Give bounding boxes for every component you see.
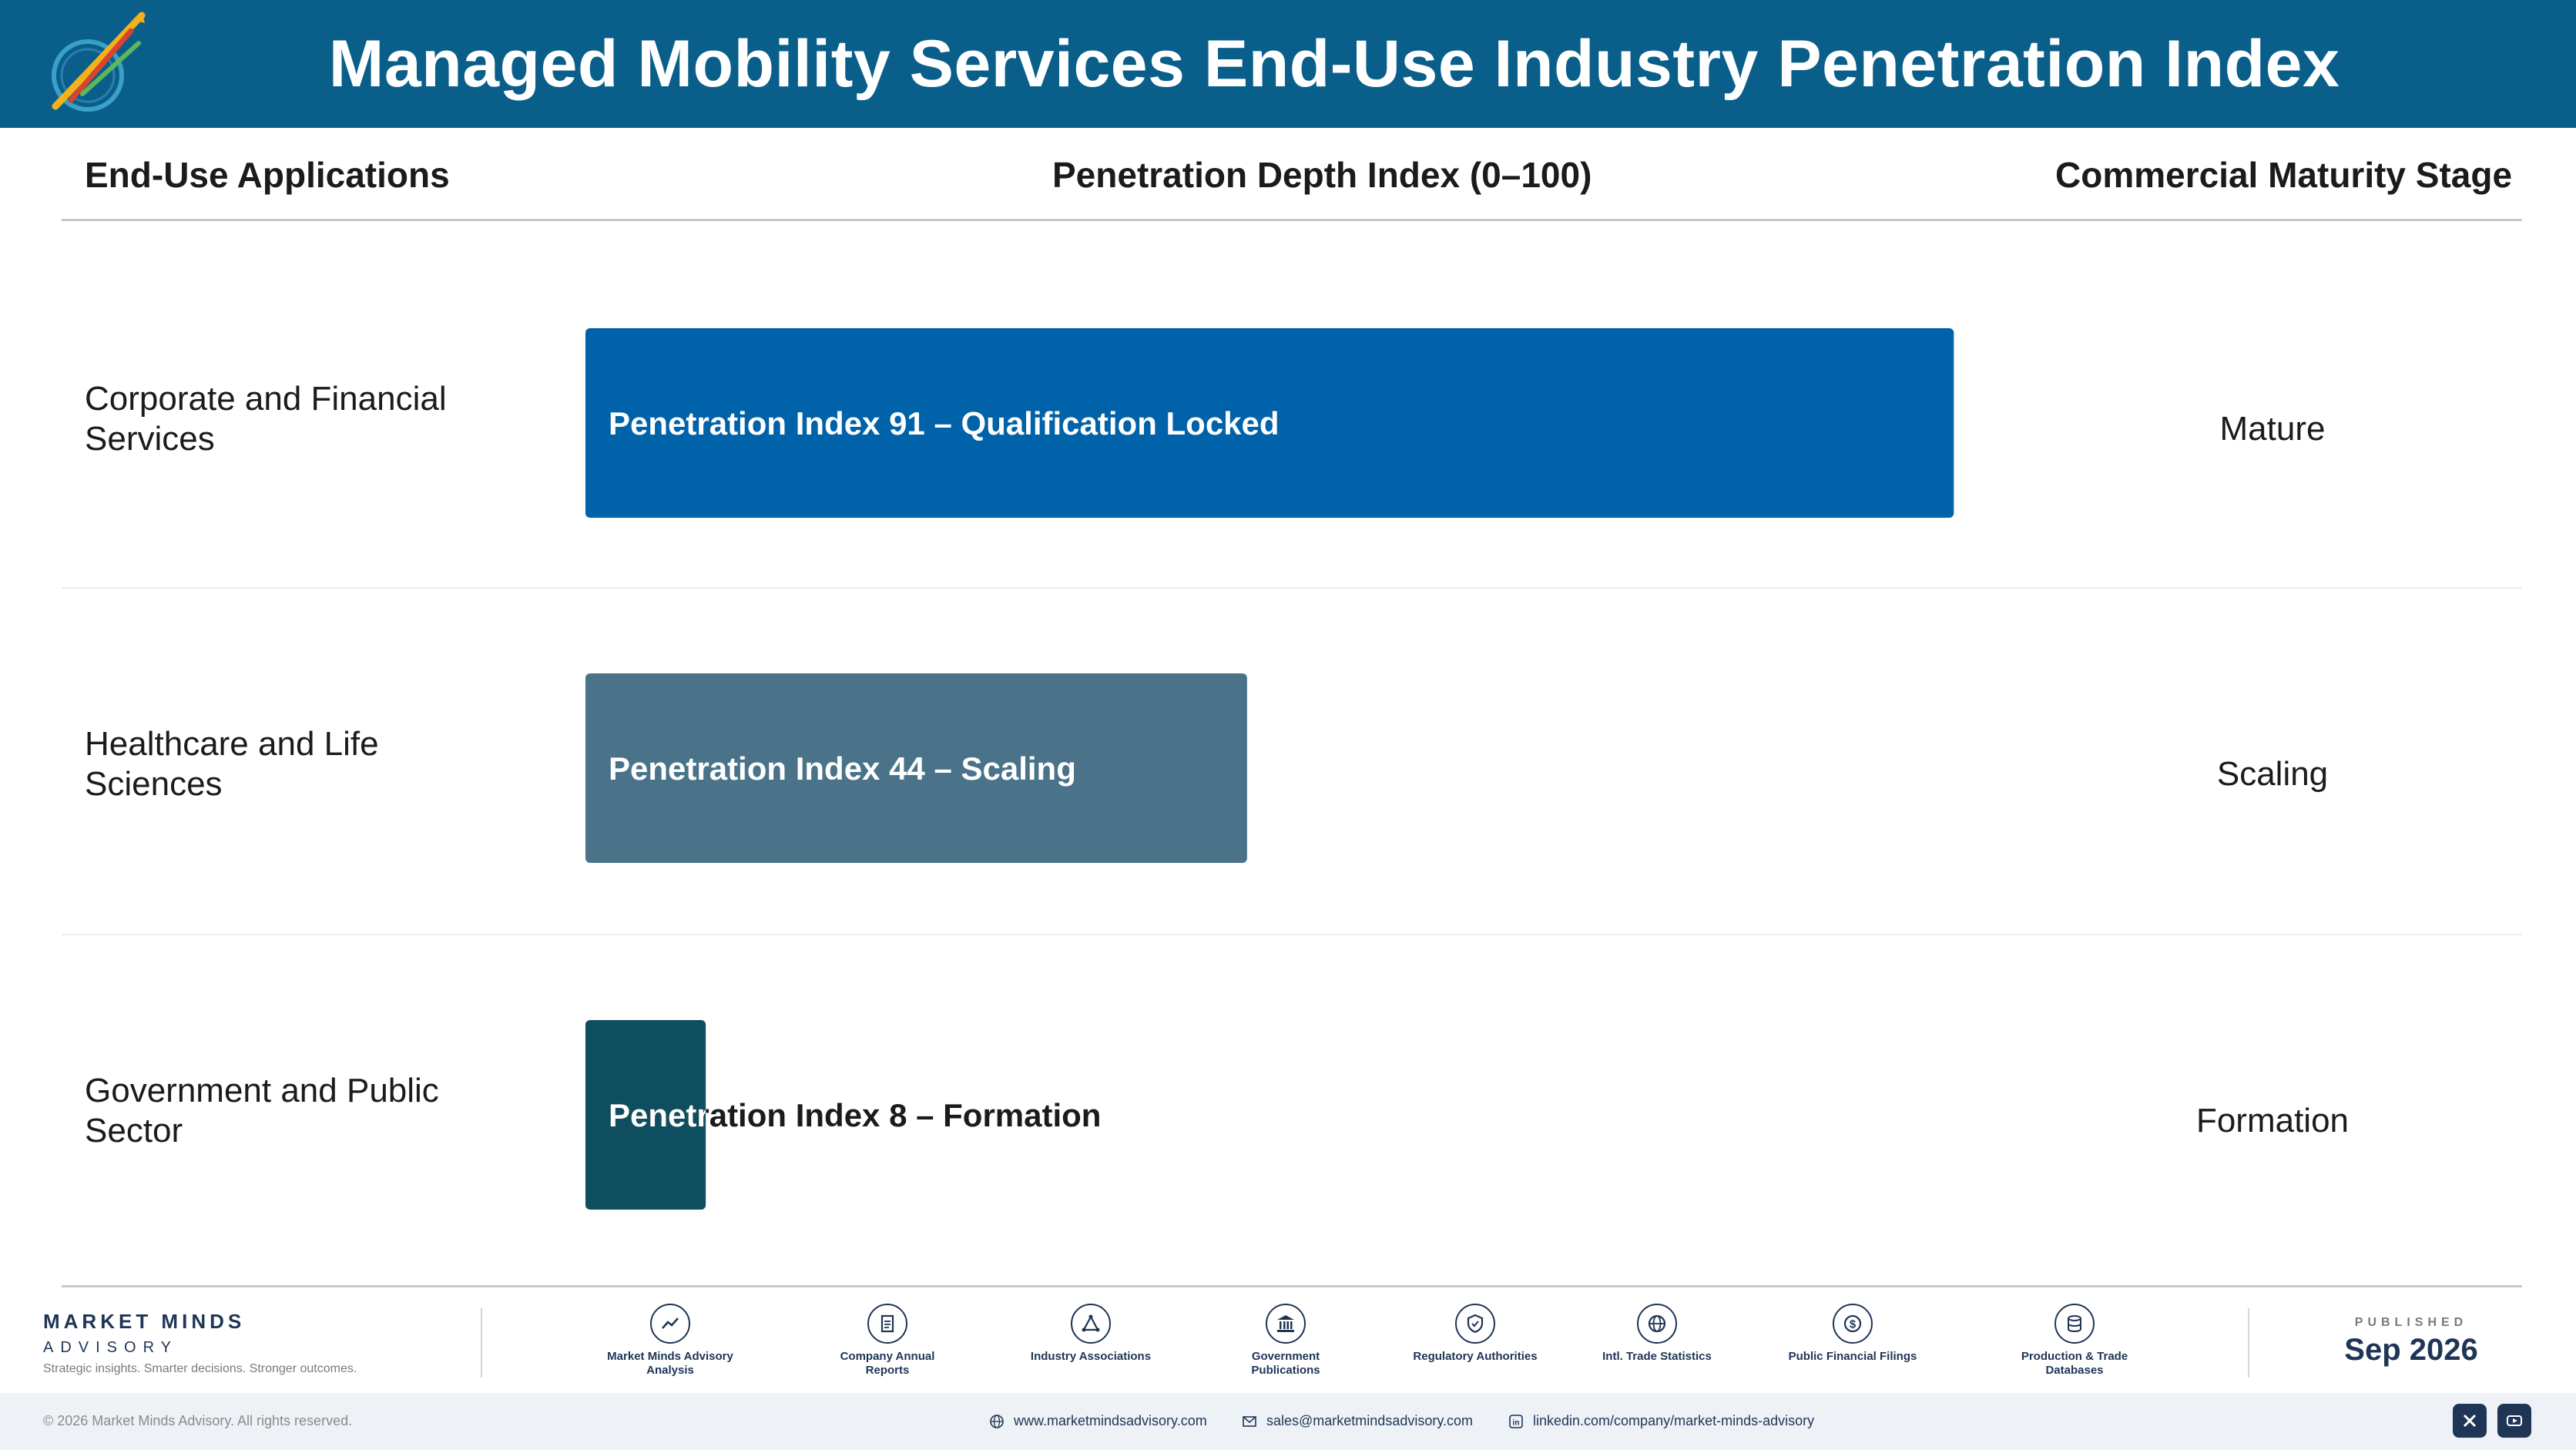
row-label-healthcare: Healthcare and Life Sciences [85, 725, 379, 803]
linkedin-text[interactable]: linkedin.com/company/market-minds-adviso… [1533, 1413, 1815, 1428]
header-divider [62, 219, 2522, 221]
source-item: Intl. Trade Statistics [1592, 1304, 1722, 1364]
source-label: Government Publications [1251, 1350, 1320, 1377]
youtube-social-button[interactable] [2497, 1404, 2531, 1438]
company-logo-icon [52, 12, 146, 112]
published-label: PUBLISHED [2354, 1316, 2468, 1329]
source-label: Industry Associations [1030, 1350, 1152, 1363]
database-icon [2068, 1315, 2081, 1333]
row-label-corporate: Corporate and Financial Services [85, 380, 447, 458]
network-icon [1082, 1314, 1100, 1332]
row-divider [62, 587, 2522, 589]
bar-corporate [585, 328, 1954, 518]
brand-subtitle: ADVISORY [43, 1339, 178, 1356]
source-item: Production & Trade Databases [2009, 1304, 2140, 1378]
dollar-icon: $ [1843, 1314, 1862, 1333]
footer-divider [2248, 1308, 2249, 1378]
source-item: Industry Associations [1025, 1304, 1156, 1364]
bar-value-label: Penetration Index 44 – Scaling [609, 750, 1076, 787]
source-label: Regulatory Authorities [1413, 1350, 1538, 1363]
source-item: Company Annual Reports [822, 1304, 953, 1378]
source-item: Market Minds Advisory Analysis [605, 1304, 736, 1378]
svg-text:$: $ [1850, 1318, 1857, 1331]
trend-icon [662, 1317, 679, 1329]
bar-value-label: Penetration Index 8 – Formation [609, 1097, 1101, 1133]
published-date: Sep 2026 [2344, 1333, 2478, 1367]
footer-bottom-bar [0, 1393, 2576, 1450]
source-item: $ Public Financial Filings [1787, 1304, 1918, 1364]
bar-value-label-overlay: Penetration Index 8 – Formation [609, 1097, 1101, 1133]
email-text[interactable]: sales@marketmindsadvisory.com [1266, 1413, 1474, 1428]
row-divider [62, 934, 2522, 935]
svg-text:in: in [1513, 1418, 1520, 1427]
stage-corporate: Mature [2219, 410, 2326, 448]
document-icon [880, 1314, 894, 1333]
website-link[interactable]: www.marketmindsadvisory.com [989, 1413, 1207, 1429]
header-bar: Managed Mobility Services End-Use Indust… [0, 0, 2576, 128]
bar-government [585, 1020, 706, 1210]
copyright-text: © 2026 Market Minds Advisory. All rights… [43, 1413, 353, 1428]
globe-icon [1648, 1314, 1666, 1333]
column-header-applications: End-Use Applications [85, 155, 450, 195]
source-item: Government Publications [1220, 1304, 1351, 1378]
source-label: Intl. Trade Statistics [1602, 1350, 1712, 1363]
page-title: Managed Mobility Services End-Use Indust… [328, 26, 2340, 101]
footer-divider [481, 1308, 482, 1378]
linkedin-link[interactable]: in linkedin.com/company/market-minds-adv… [1508, 1413, 1814, 1429]
source-item: Regulatory Authorities [1410, 1304, 1541, 1364]
x-icon [2463, 1414, 2477, 1428]
source-label: Production & Trade Databases [2021, 1350, 2128, 1377]
column-header-index: Penetration Depth Index (0–100) [1052, 155, 1592, 195]
stage-healthcare: Scaling [2216, 755, 2329, 793]
source-label: Market Minds Advisory Analysis [607, 1350, 733, 1377]
brand-tagline: Strategic insights. Smarter decisions. S… [43, 1362, 357, 1375]
shield-icon [1467, 1314, 1484, 1334]
linkedin-icon: in [1509, 1414, 1523, 1428]
bar-value-label: Penetration Index 91 – Qualification Loc… [609, 405, 1280, 441]
brand-name: MARKET MINDS [43, 1310, 246, 1333]
email-link[interactable]: sales@marketmindsadvisory.com [1242, 1413, 1473, 1429]
table-bottom-rule [62, 1285, 2522, 1287]
x-social-button[interactable] [2453, 1404, 2487, 1438]
source-label: Company Annual Reports [840, 1350, 935, 1377]
mail-icon [1243, 1415, 1256, 1427]
column-header-stage: Commercial Maturity Stage [2055, 155, 2513, 195]
website-text[interactable]: www.marketmindsadvisory.com [1014, 1413, 1207, 1428]
source-label: Public Financial Filings [1788, 1350, 1917, 1363]
youtube-icon [2507, 1415, 2522, 1426]
globe-icon [990, 1414, 1004, 1428]
bar-healthcare [585, 673, 1247, 863]
row-label-government: Government and Public Sector [85, 1072, 439, 1150]
stage-government: Formation [2195, 1102, 2350, 1140]
government-building-icon [1277, 1315, 1294, 1332]
